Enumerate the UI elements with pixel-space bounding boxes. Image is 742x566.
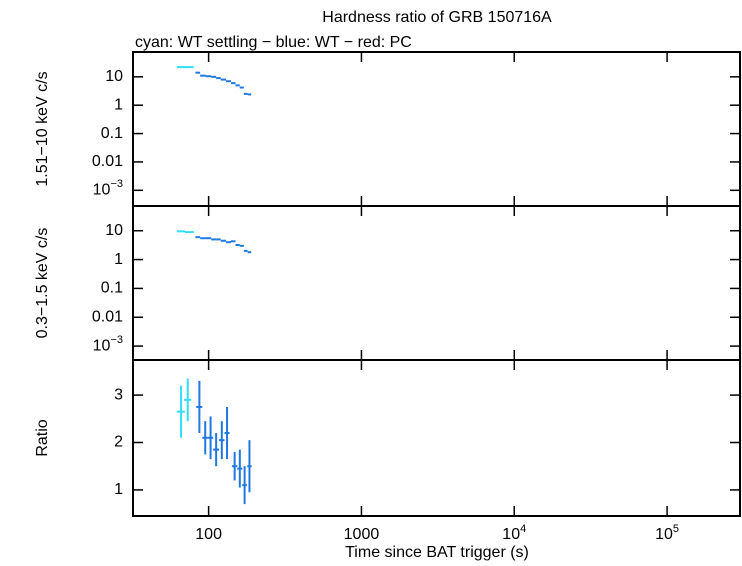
chart-subtitle: cyan: WT settling − blue: WT − red: PC <box>135 34 412 51</box>
y-tick-label: 1 <box>114 481 123 498</box>
x-axis-label: Time since BAT trigger (s) <box>345 544 529 561</box>
x-tick-label: 10 <box>655 526 673 543</box>
plot-frame <box>132 205 741 361</box>
x-tick-label: 100 <box>195 526 222 543</box>
x-tick-label: 1000 <box>344 526 380 543</box>
y-axis-label: 1.51−10 keV c/s <box>34 71 51 186</box>
y-tick-label: 0.01 <box>92 308 123 325</box>
y-tick-label: 2 <box>114 434 123 451</box>
y-tick-label: 1 <box>114 251 123 268</box>
y-tick-label: 0.1 <box>101 280 123 297</box>
y-tick-label: 3 <box>114 386 123 403</box>
y-tick-label: 1 <box>114 96 123 113</box>
y-tick-label: 10 <box>105 68 123 85</box>
y-axis-label: Ratio <box>34 419 51 456</box>
y-tick-label: 0.1 <box>101 125 123 142</box>
y-tick-label-sup: −3 <box>110 178 123 190</box>
x-tick-label-sup: 5 <box>673 523 679 535</box>
y-tick-label: 0.01 <box>92 153 123 170</box>
y-axis-label: 0.3−1.5 keV c/s <box>34 228 51 339</box>
y-tick-label: 10 <box>93 337 111 354</box>
plot-frame <box>132 51 741 207</box>
x-tick-label: 10 <box>502 526 520 543</box>
chart-title: Hardness ratio of GRB 150716A <box>322 9 552 26</box>
x-tick-label-sup: 4 <box>520 523 526 535</box>
y-tick-label-sup: −3 <box>110 334 123 346</box>
y-tick-label: 10 <box>93 182 111 199</box>
y-tick-label: 10 <box>105 222 123 239</box>
plot-frame <box>132 359 741 517</box>
